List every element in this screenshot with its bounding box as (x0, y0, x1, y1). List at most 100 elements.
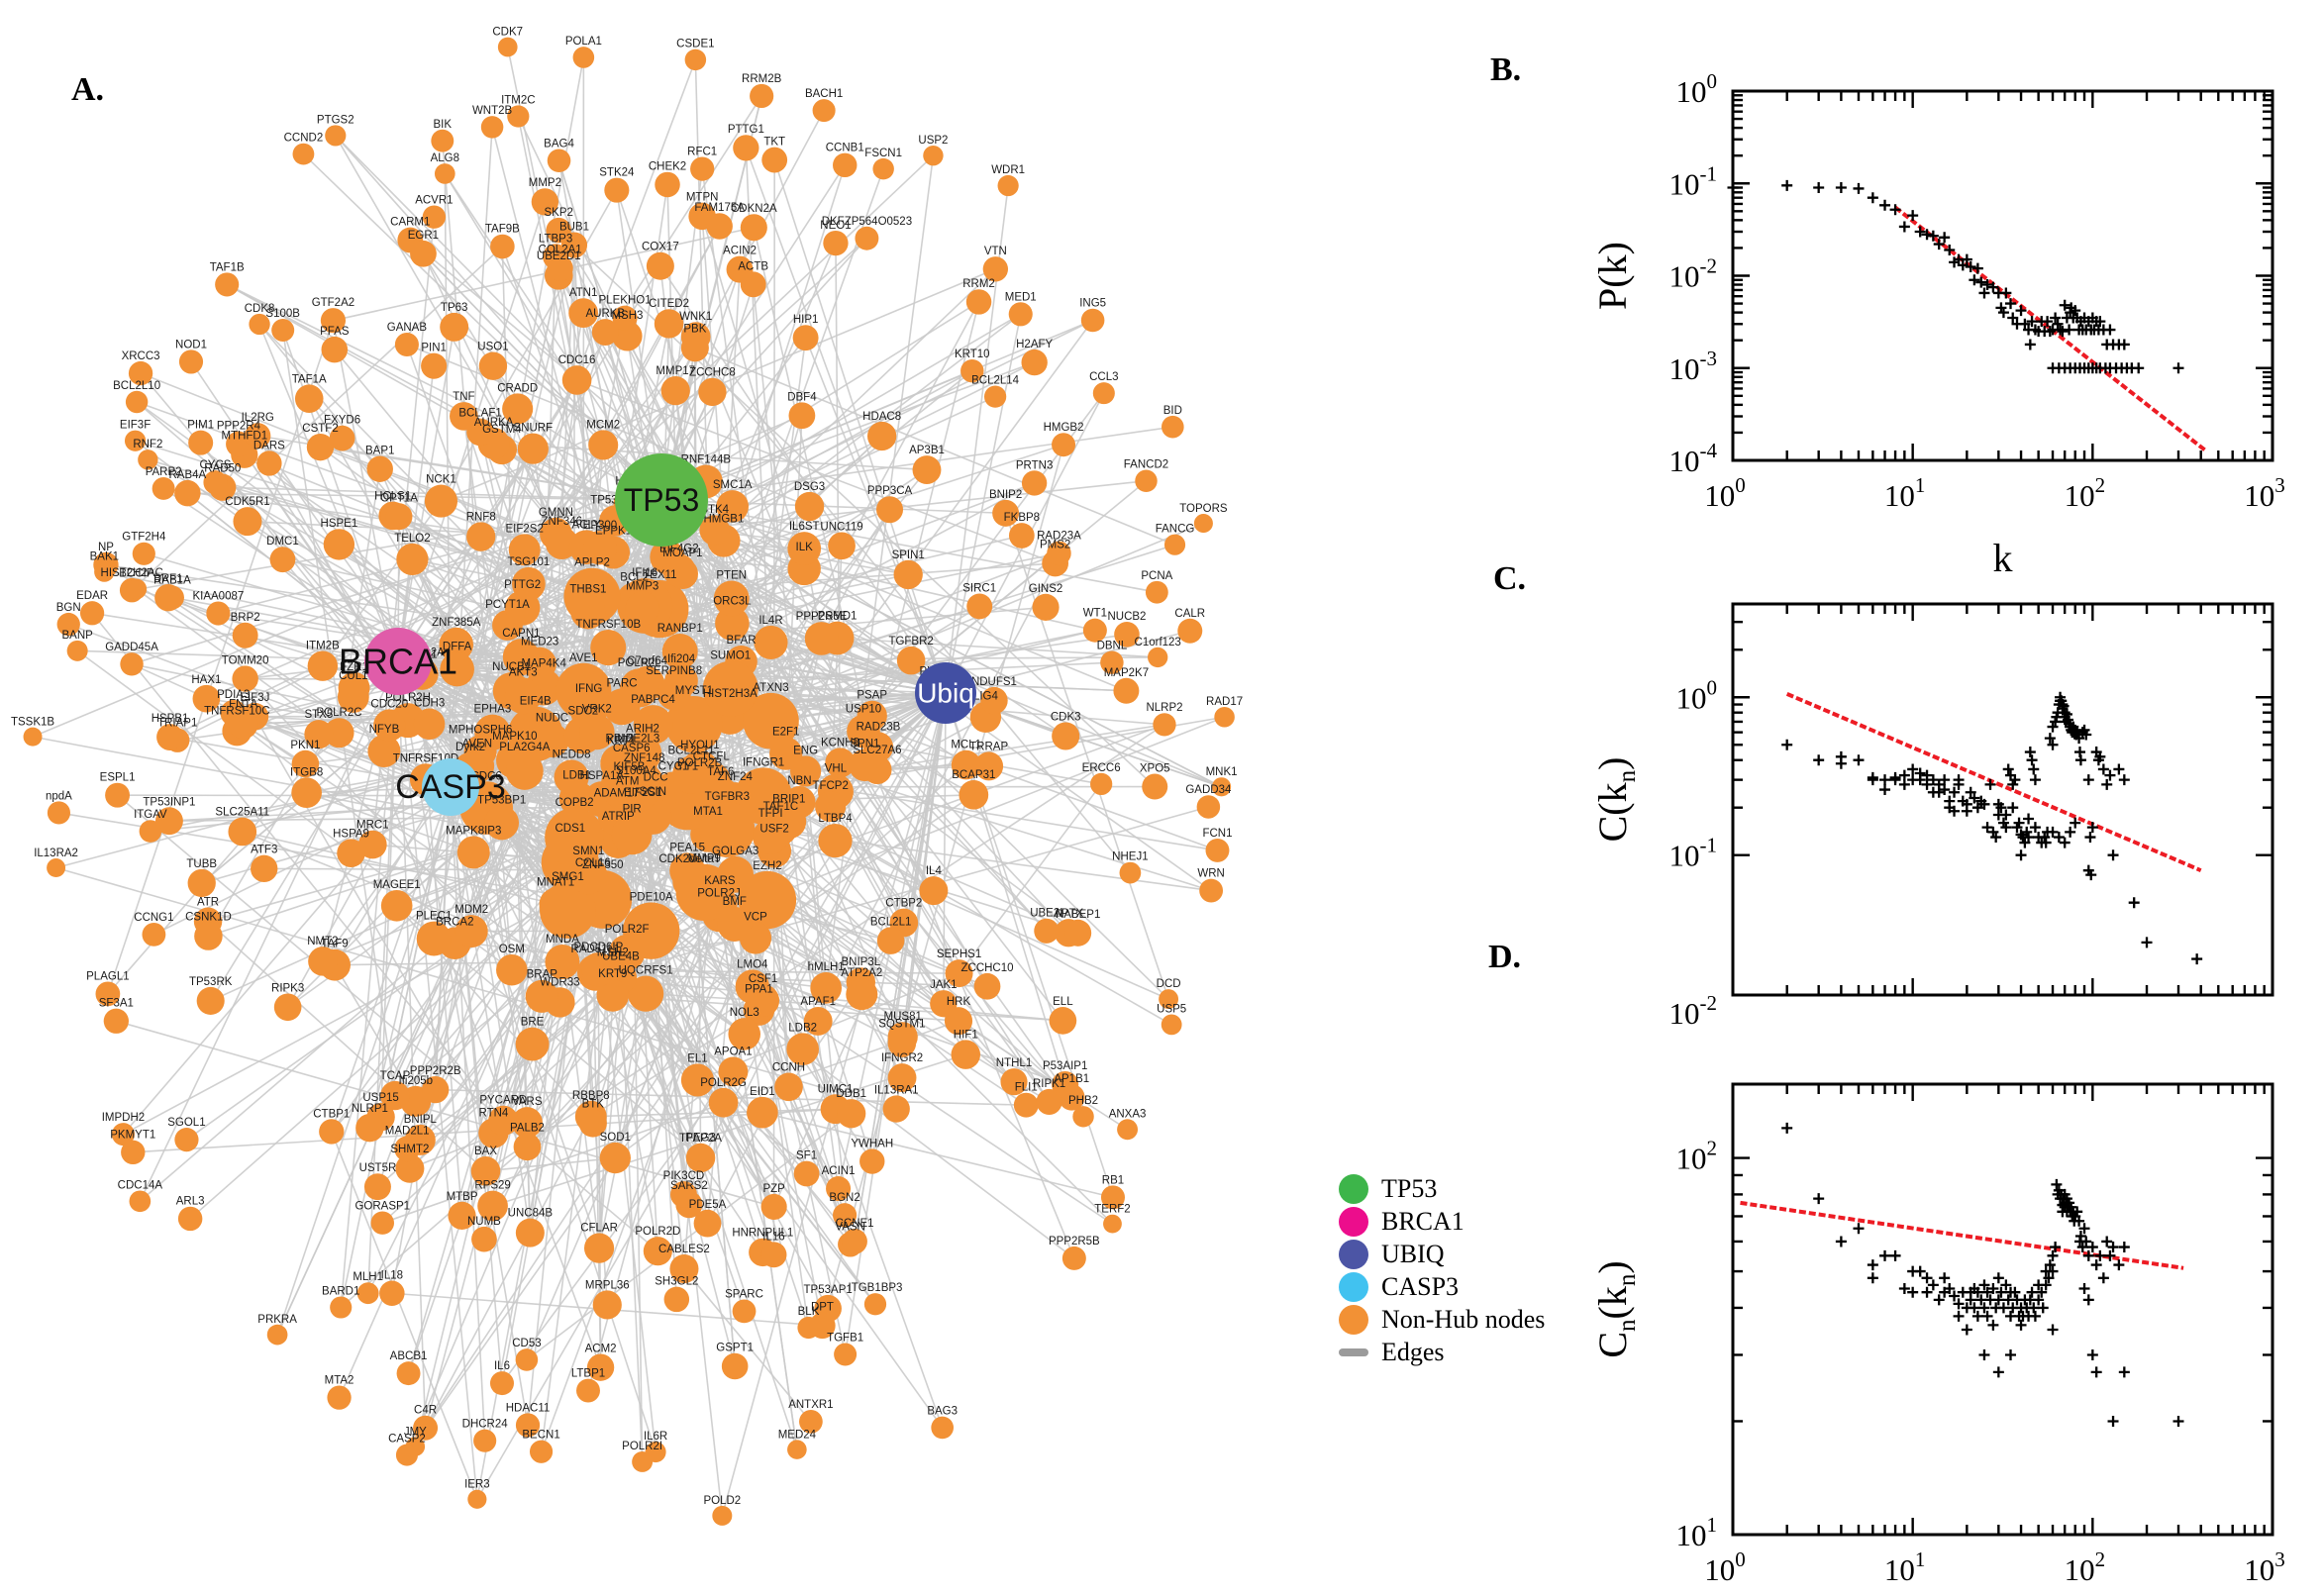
network-node-label: IFNGR1 (743, 756, 784, 768)
network-node (1117, 1119, 1139, 1141)
data-point (2068, 1206, 2079, 1218)
network-node (1064, 919, 1092, 947)
network-node-label: CALR (1174, 608, 1205, 620)
network-node (787, 532, 822, 565)
network-node (728, 1018, 761, 1050)
network-node-label: TP53AP1 (804, 1284, 853, 1296)
network-node-label: BAK1 (90, 550, 119, 562)
network-node-label: BGN (56, 602, 81, 614)
network-node-label: IL13RA1 (874, 1084, 919, 1096)
network-node-label: ADAM17 (594, 787, 640, 799)
network-node-label: PIR (623, 804, 642, 816)
network-node (196, 986, 225, 1015)
network-node (1211, 777, 1232, 797)
network-node (716, 490, 749, 523)
y-axis-title: C(kn) (1590, 757, 1641, 843)
x-tick-label: 100 (1704, 1547, 1746, 1587)
network-node-label: RABEP1 (1056, 909, 1100, 921)
data-point (2082, 316, 2094, 328)
network-node-label: RBL2 (605, 734, 634, 746)
data-point (1969, 1302, 1980, 1314)
data-point (1971, 262, 1983, 274)
data-point (2067, 727, 2078, 739)
network-edge (958, 783, 1102, 974)
x-tick-label: 102 (2065, 1547, 2106, 1587)
network-node-label: PLA2G4A (499, 742, 550, 753)
data-point (1933, 1294, 1945, 1306)
data-point (2059, 707, 2070, 719)
hub-node-ubiq (915, 662, 976, 724)
network-node-label: LIG4 (973, 691, 999, 703)
data-point (1889, 204, 1901, 216)
network-node-label: POLR2L (618, 657, 662, 669)
data-point (2082, 1294, 2094, 1306)
network-node (121, 1140, 146, 1165)
network-node-label: BRE (521, 1017, 545, 1029)
data-point (2110, 362, 2122, 374)
network-node-label: TFPI (758, 808, 783, 820)
network-node-label: BTK (582, 1098, 605, 1110)
network-node-label: DBNL (1097, 640, 1128, 651)
network-node-label: PMS2 (1040, 540, 1070, 551)
network-node-label: MMP9 (688, 853, 721, 865)
network-node-label: CASP6 (613, 743, 651, 754)
data-point (1987, 1282, 1999, 1294)
data-point (2053, 1184, 2065, 1196)
data-point (2088, 324, 2100, 336)
network-node (395, 1153, 425, 1183)
network-node (1000, 1068, 1028, 1096)
network-node (273, 993, 302, 1022)
network-node (421, 352, 448, 379)
data-point (2090, 362, 2102, 374)
network-node-label: ZCCHC8 (689, 367, 736, 379)
network-node-label: S100B (265, 308, 300, 320)
data-point (2023, 324, 2035, 336)
network-node-label: IFNG (575, 683, 603, 695)
network-node-label: PYCARD (479, 1095, 527, 1107)
network-node-label: CDS1 (555, 823, 585, 835)
network-node (760, 1193, 787, 1220)
network-node (23, 727, 43, 747)
network-node-label: MDM2 (454, 904, 488, 916)
y-tick-label: 10-2 (1669, 991, 1718, 1031)
network-node (547, 149, 571, 173)
plot-frame (1731, 89, 2274, 462)
network-node (1049, 1007, 1077, 1035)
data-point (2141, 937, 2153, 948)
network-node-label: SF1 (796, 1150, 817, 1162)
network-node-label: EGR1 (408, 230, 439, 242)
network-node (356, 1282, 379, 1305)
fit-line (1785, 692, 2202, 873)
legend-item-nonhub: Non-Hub nodes (1339, 1303, 1545, 1336)
network-node-label: USP15 (362, 1092, 398, 1104)
network-node (304, 720, 334, 749)
network-node-label: RAD51L1 (571, 944, 621, 955)
y-tick-label: 100 (1676, 69, 1718, 109)
network-node-label: SPIN1 (892, 549, 925, 561)
network-node-label: S100A4 (616, 765, 657, 777)
network-node (291, 777, 322, 809)
network-node (327, 1385, 352, 1410)
network-edge (945, 630, 1190, 694)
network-node-label: KCNH8 (821, 737, 859, 748)
network-node-label: PHB2 (1068, 1095, 1098, 1107)
x-tick-label: 103 (2244, 473, 2285, 513)
network-node (177, 1206, 203, 1232)
network-node (1199, 878, 1224, 903)
network-node-label: MSH3 (611, 310, 643, 322)
network-node (1161, 1014, 1182, 1036)
network-node-label: FXYD6 (324, 415, 360, 427)
casp3-swatch-icon (1339, 1271, 1368, 1302)
network-node-label: RNF144B (681, 453, 732, 465)
data-point (2059, 362, 2070, 374)
network-node (513, 1133, 542, 1161)
data-point (1961, 1302, 1972, 1314)
network-node (721, 1352, 749, 1380)
network-node-label: MSH2 (597, 947, 629, 958)
network-node-label: TAF1B (210, 261, 245, 273)
data-point (2094, 750, 2106, 762)
network-node-label: NOL3 (730, 1007, 759, 1019)
y-tick-label: 100 (1676, 675, 1718, 715)
network-node (251, 854, 278, 883)
network-node-label: RTN4 (479, 1107, 509, 1119)
